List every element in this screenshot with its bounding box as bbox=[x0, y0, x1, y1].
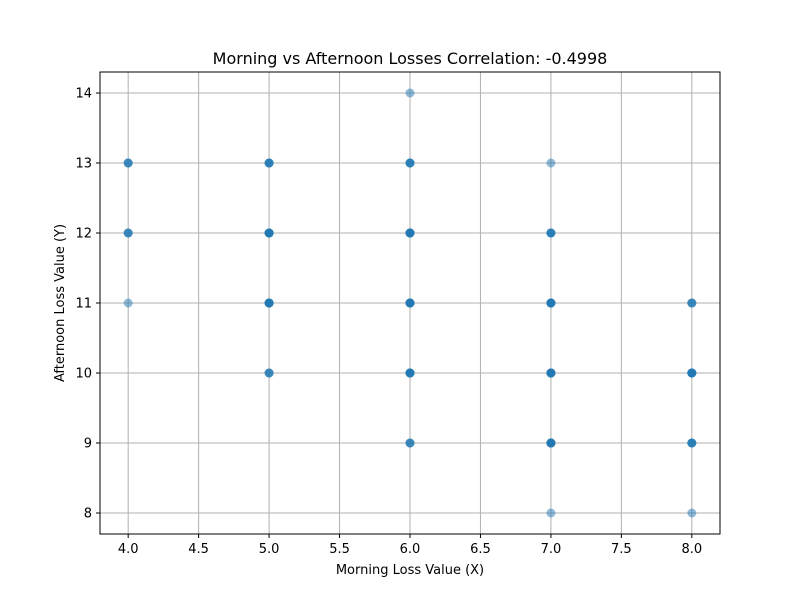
data-point bbox=[546, 508, 556, 518]
x-tick-label: 4.5 bbox=[188, 542, 209, 557]
y-tick-label: 13 bbox=[75, 157, 92, 172]
x-tick-label: 6.5 bbox=[470, 542, 491, 557]
data-point bbox=[687, 368, 697, 378]
x-tick-label: 6.0 bbox=[400, 542, 421, 557]
data-point bbox=[405, 88, 415, 98]
y-axis-label: Afternoon Loss Value (Y) bbox=[53, 224, 68, 382]
data-point bbox=[405, 158, 415, 168]
x-tick-label: 7.0 bbox=[541, 542, 562, 557]
data-point bbox=[123, 298, 133, 308]
x-tick-label: 8.0 bbox=[681, 542, 702, 557]
data-point bbox=[405, 438, 415, 448]
data-point bbox=[546, 228, 556, 238]
data-point bbox=[264, 368, 274, 378]
data-point bbox=[546, 368, 556, 378]
x-tick-label: 5.5 bbox=[329, 542, 350, 557]
y-tick-label: 11 bbox=[75, 297, 92, 312]
data-point bbox=[546, 438, 556, 448]
data-point bbox=[123, 158, 133, 168]
y-tick-label: 9 bbox=[84, 437, 92, 452]
data-point bbox=[405, 368, 415, 378]
data-point bbox=[123, 228, 133, 238]
y-tick-label: 14 bbox=[75, 87, 92, 102]
points-layer bbox=[123, 88, 697, 518]
data-point bbox=[405, 298, 415, 308]
data-point bbox=[405, 228, 415, 238]
data-point bbox=[264, 298, 274, 308]
x-axis-label: Morning Loss Value (X) bbox=[336, 563, 484, 578]
data-point bbox=[264, 228, 274, 238]
data-point bbox=[546, 158, 556, 168]
data-point bbox=[264, 158, 274, 168]
y-tick-label: 8 bbox=[84, 507, 92, 522]
data-point bbox=[687, 438, 697, 448]
y-tick-label: 12 bbox=[75, 227, 92, 242]
data-point bbox=[546, 298, 556, 308]
ticks-layer: 4.0 4.5 5.0 5.5 6.0 6.5 7.0 7.5 8.0 8 9 10 11 12 13 14 bbox=[75, 87, 702, 558]
x-tick-label: 4.0 bbox=[118, 542, 139, 557]
y-tick-label: 10 bbox=[75, 367, 92, 382]
data-point bbox=[687, 508, 697, 518]
chart-title: Morning vs Afternoon Losses Correlation:… bbox=[213, 49, 608, 68]
x-tick-label: 7.5 bbox=[611, 542, 632, 557]
data-point bbox=[687, 298, 697, 308]
x-tick-label: 5.0 bbox=[259, 542, 280, 557]
